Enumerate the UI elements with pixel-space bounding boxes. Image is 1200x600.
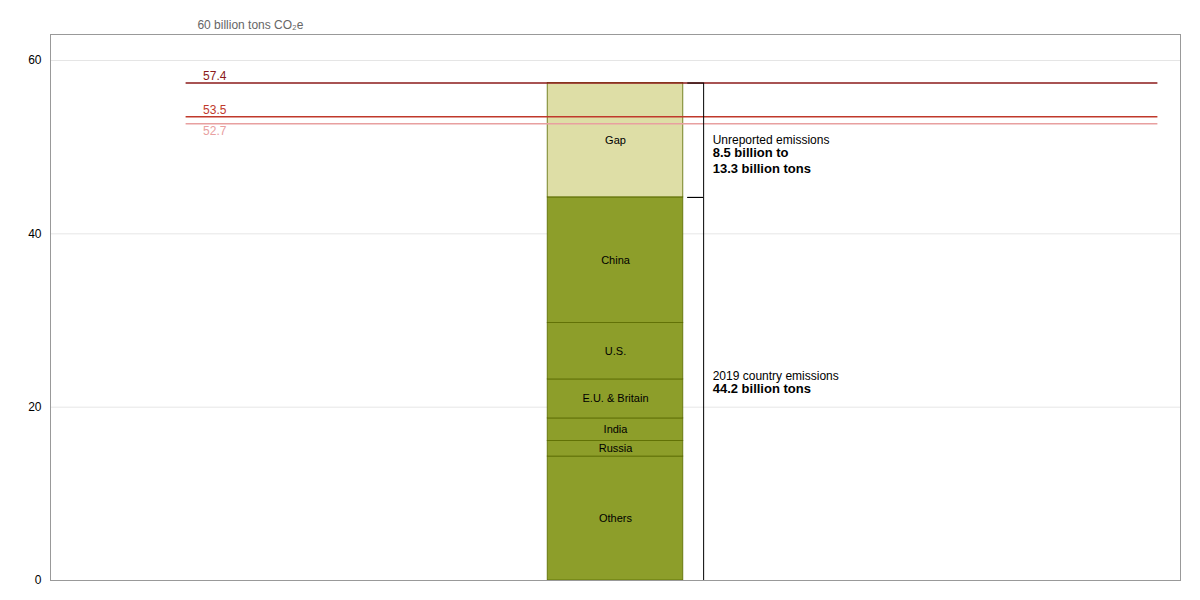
svg-text:20: 20 <box>28 400 42 414</box>
svg-text:53.5: 53.5 <box>203 103 227 117</box>
svg-text:40: 40 <box>28 227 42 241</box>
svg-text:Gap: Gap <box>605 134 626 146</box>
svg-text:60 billion tons CO₂e: 60 billion tons CO₂e <box>197 18 303 32</box>
svg-text:Unreported emissions: Unreported emissions <box>712 133 830 147</box>
svg-text:2019 country emissions: 2019 country emissions <box>712 369 839 384</box>
svg-text:Russia: Russia <box>599 442 634 454</box>
svg-text:44.2 billion tons: 44.2 billion tons <box>713 381 811 396</box>
svg-text:Others: Others <box>599 512 633 524</box>
svg-text:China: China <box>601 254 631 266</box>
svg-text:57.4: 57.4 <box>203 69 227 83</box>
svg-text:India: India <box>604 423 629 435</box>
svg-text:60: 60 <box>28 53 42 67</box>
svg-text:0: 0 <box>35 573 42 587</box>
svg-text:E.U. & Britain: E.U. & Britain <box>582 392 648 404</box>
svg-text:8.5 billion to13.3 billion ton: 8.5 billion to13.3 billion tons <box>713 145 811 176</box>
svg-text:U.S.: U.S. <box>605 345 626 357</box>
svg-text:52.7: 52.7 <box>203 124 227 138</box>
